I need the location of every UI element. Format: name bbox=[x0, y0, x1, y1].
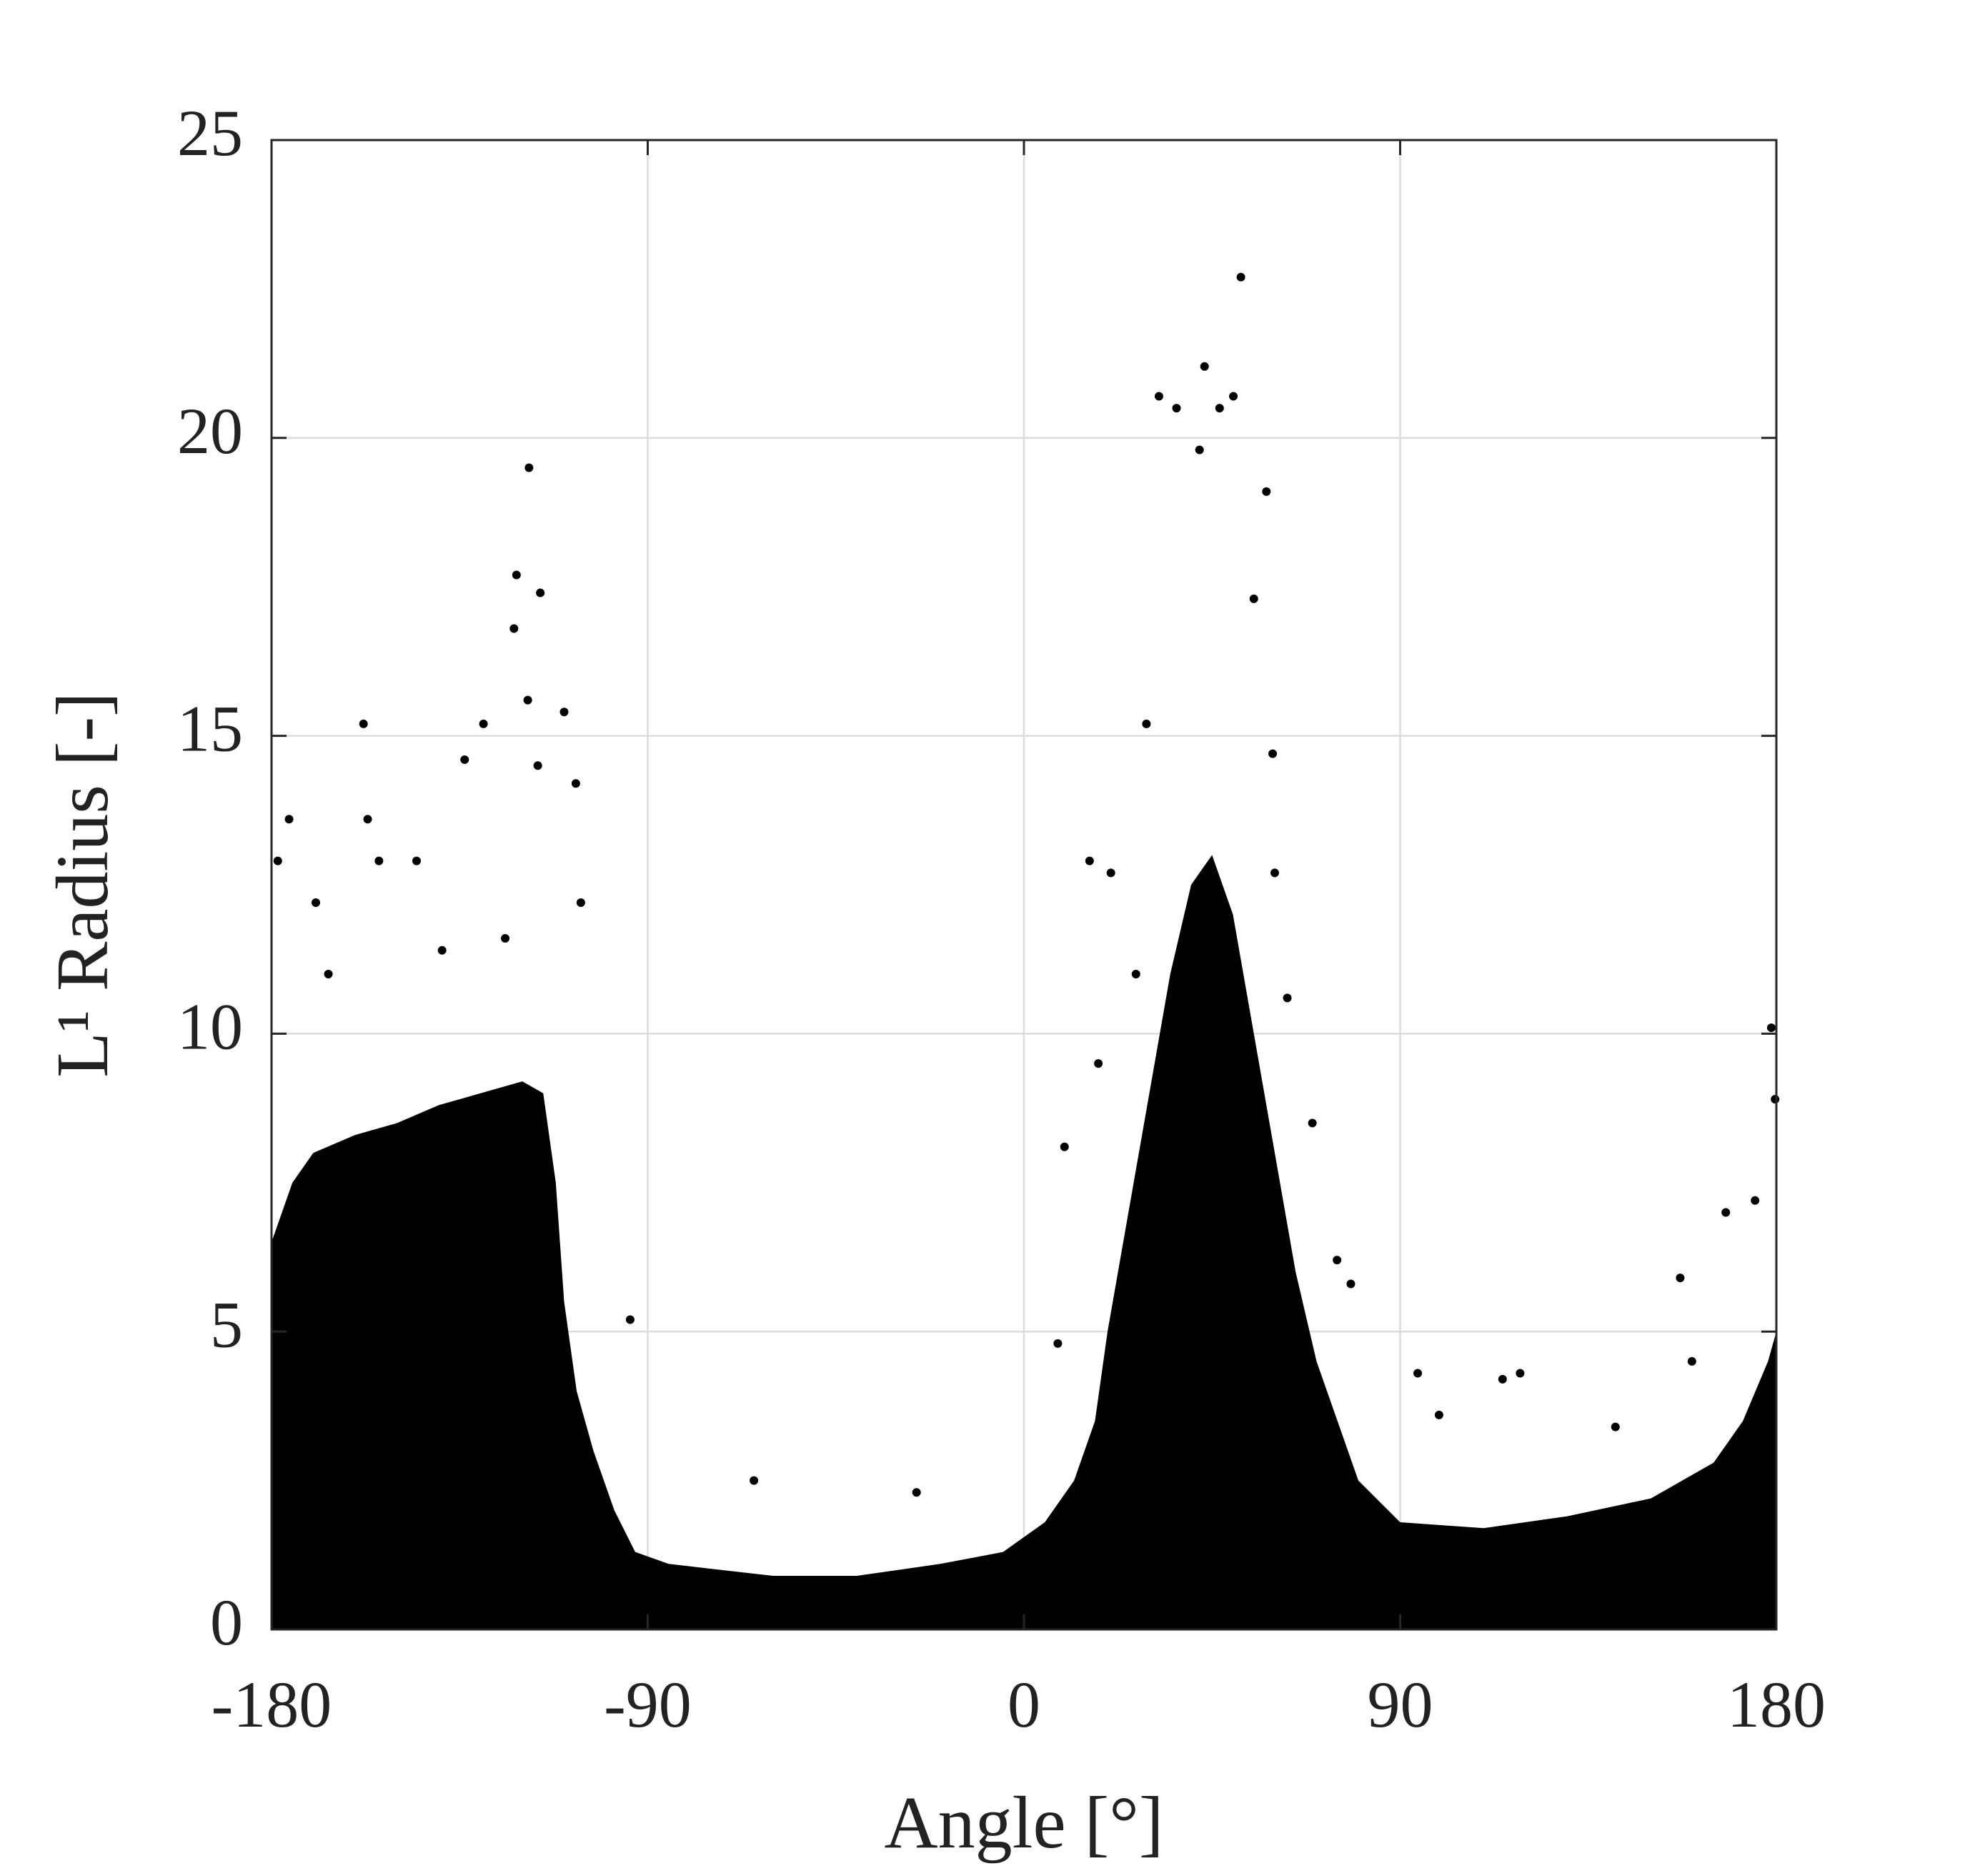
point bbox=[1094, 1059, 1103, 1068]
point bbox=[1085, 856, 1094, 865]
point bbox=[1215, 404, 1224, 413]
point bbox=[1434, 1410, 1443, 1419]
point bbox=[571, 779, 580, 788]
point bbox=[912, 1488, 921, 1497]
point bbox=[1721, 1208, 1731, 1217]
point bbox=[412, 856, 421, 865]
point bbox=[1106, 868, 1115, 878]
point bbox=[523, 695, 532, 705]
x-tick-label: 90 bbox=[1368, 1668, 1433, 1741]
point bbox=[1687, 1356, 1696, 1366]
point bbox=[1346, 1279, 1355, 1289]
point bbox=[1611, 1422, 1620, 1431]
point bbox=[1676, 1274, 1685, 1283]
point bbox=[363, 815, 372, 824]
dense-cloud bbox=[272, 855, 1776, 1629]
point bbox=[1333, 1256, 1342, 1265]
point bbox=[1270, 868, 1279, 878]
point bbox=[1200, 362, 1209, 371]
y-axis-label: L¹ Radius [-] bbox=[41, 692, 124, 1078]
point bbox=[625, 1315, 635, 1324]
point bbox=[479, 719, 488, 728]
y-tick-label: 20 bbox=[177, 394, 243, 467]
y-tick-label: 10 bbox=[177, 991, 243, 1063]
plot-frame bbox=[270, 139, 1778, 1631]
x-tick-label: 180 bbox=[1727, 1668, 1826, 1741]
point bbox=[324, 970, 333, 979]
y-tick-label: 25 bbox=[177, 96, 243, 169]
point bbox=[359, 719, 368, 728]
point bbox=[1229, 392, 1238, 401]
point bbox=[524, 463, 534, 472]
point bbox=[501, 934, 510, 943]
point bbox=[284, 815, 294, 824]
x-tick-label: 0 bbox=[1008, 1668, 1040, 1741]
point bbox=[1172, 404, 1181, 413]
point bbox=[1131, 970, 1140, 979]
x-tick-label: -90 bbox=[604, 1668, 692, 1741]
y-tick-label: 0 bbox=[210, 1586, 243, 1659]
point bbox=[1249, 594, 1258, 603]
y-tick-label: 15 bbox=[177, 693, 243, 765]
point bbox=[1498, 1374, 1507, 1384]
point bbox=[533, 761, 542, 770]
point bbox=[273, 856, 282, 865]
point bbox=[374, 856, 384, 865]
point bbox=[576, 898, 585, 908]
point bbox=[1771, 1095, 1780, 1104]
point bbox=[1413, 1369, 1423, 1378]
point bbox=[1053, 1339, 1063, 1348]
point bbox=[559, 708, 569, 717]
data bbox=[272, 272, 1780, 1629]
point bbox=[1142, 719, 1151, 728]
point bbox=[1751, 1196, 1760, 1205]
point bbox=[750, 1476, 759, 1485]
axes bbox=[270, 139, 1778, 1631]
x-tick-label: -180 bbox=[212, 1668, 332, 1741]
point bbox=[536, 588, 545, 597]
point bbox=[1195, 445, 1204, 455]
point bbox=[1060, 1142, 1069, 1151]
point bbox=[1154, 392, 1163, 401]
point bbox=[512, 570, 521, 580]
y-tick-label: 5 bbox=[210, 1288, 243, 1361]
x-axis-label: Angle [°] bbox=[884, 1782, 1163, 1864]
point bbox=[1283, 993, 1292, 1003]
point bbox=[1308, 1118, 1317, 1128]
point bbox=[509, 624, 519, 633]
point bbox=[1516, 1369, 1525, 1378]
point bbox=[1766, 1023, 1776, 1033]
point bbox=[312, 898, 321, 908]
point bbox=[1268, 749, 1278, 758]
point bbox=[437, 946, 447, 955]
point bbox=[1236, 272, 1245, 282]
point bbox=[460, 755, 469, 764]
point bbox=[1262, 487, 1271, 496]
